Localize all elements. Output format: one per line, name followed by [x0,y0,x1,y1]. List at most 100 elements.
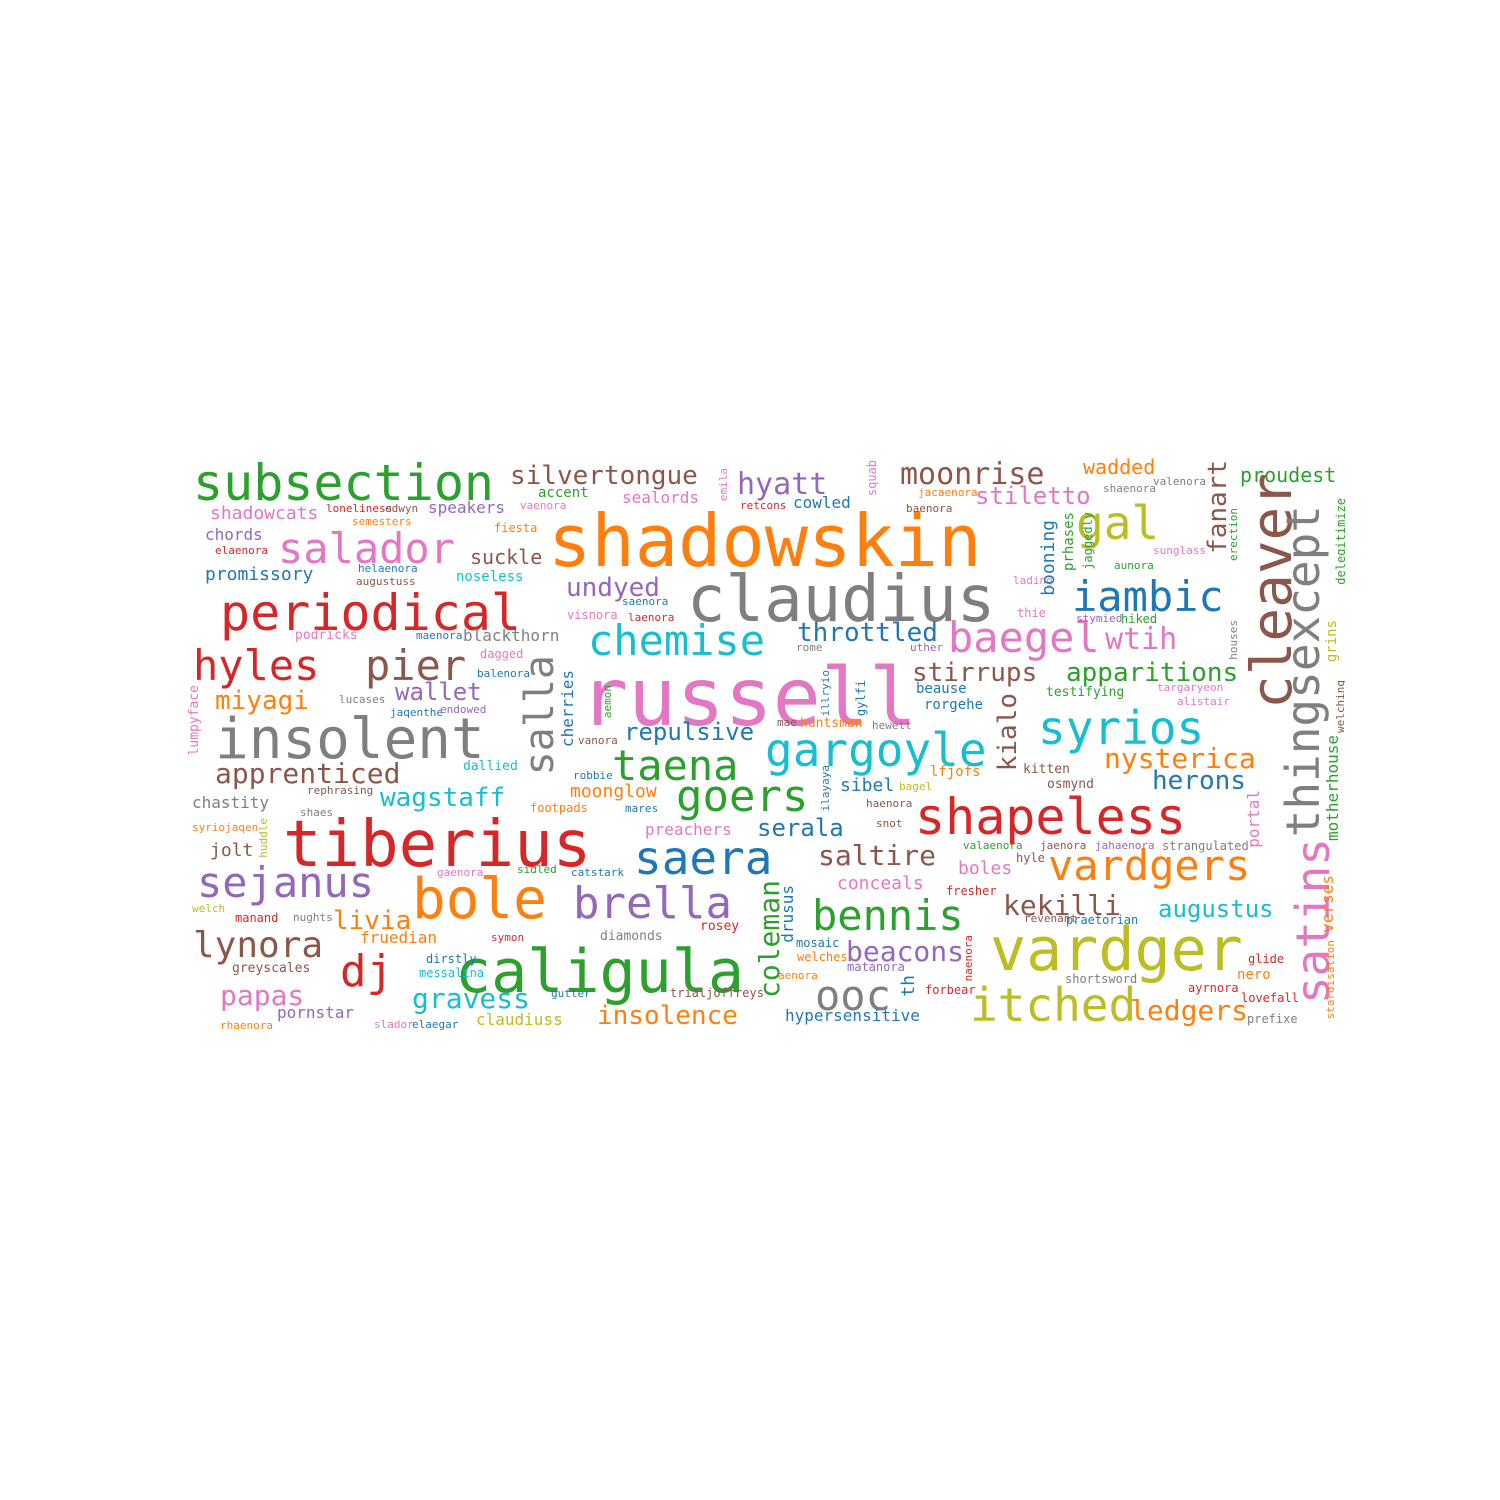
cloud-word: thingsexcept [1276,505,1330,838]
cloud-word: diamonds [600,929,663,944]
cloud-word: livia [333,906,412,936]
cloud-word: shadowcats [210,503,319,524]
cloud-word: dj [340,946,393,997]
cloud-word: welches [797,950,848,964]
cloud-word: periodical [220,584,522,642]
cloud-word: noseless [456,569,524,585]
cloud-word: fiesta [494,521,538,535]
cloud-word: shaenora [1103,482,1156,495]
cloud-word: jaenora [1040,839,1087,852]
cloud-word: syrios [1038,701,1205,755]
cloud-word: gaenora [437,866,484,879]
cloud-word: hypersensitive [785,1006,920,1025]
cloud-word: kekilli [1003,889,1122,922]
cloud-word: insolence [597,1001,738,1031]
cloud-word: loneliness [326,502,393,515]
cloud-word: syriojaqen [192,821,259,834]
cloud-word: laenora [628,611,675,624]
cloud-word: hyles [193,641,320,690]
cloud-word: dagged [480,647,524,661]
cloud-word: mares [625,802,659,815]
cloud-word: houses [1227,620,1240,660]
cloud-word: welch [192,902,226,915]
cloud-word: balenora [477,667,530,680]
cloud-word: saltire [818,839,937,872]
cloud-word: nysterica [1104,742,1256,775]
cloud-word: stiletto [975,482,1091,510]
cloud-word: russell [580,651,918,744]
cloud-word: lfjofs [930,764,981,780]
cloud-word: vanora [578,734,618,747]
cloud-word: undyed [566,573,660,603]
cloud-word: footpads [530,801,588,815]
cloud-word: shapeless [915,788,1186,846]
cloud-word: rephrasing [307,784,374,797]
cloud-word: sunglass [1153,544,1206,557]
cloud-word: matanora [847,960,905,974]
cloud-word: cowled [793,493,851,512]
cloud-word: chords [205,525,263,544]
cloud-word: gylfi [854,680,868,717]
cloud-word: taena [612,741,739,790]
cloud-word: elaenora [215,544,268,557]
cloud-word: testifying [1046,685,1125,700]
cloud-word: manand [235,911,279,925]
cloud-word: conceals [837,873,924,894]
cloud-word: mae [777,716,797,729]
cloud-word: hyle [1016,851,1045,865]
cloud-word: jaggedly [1081,512,1095,570]
cloud-word: herons [1152,766,1246,796]
cloud-word: salla [517,655,563,776]
cloud-word: rorgehe [924,697,984,713]
cloud-word: mosaic [796,936,840,950]
cloud-word: chastity [192,793,270,812]
cloud-word: uther [910,641,944,654]
cloud-word: moonrise [900,457,1045,492]
cloud-word: wadded [1083,455,1156,479]
cloud-word: squab [865,460,879,497]
cloud-word: fresher [946,884,997,898]
cloud-word: shortsword [1065,972,1138,986]
cloud-word: dirstly [426,952,477,966]
cloud-word: gutter [551,987,591,1000]
cloud-word: suckle [470,545,543,569]
cloud-word: visnora [567,608,618,622]
cloud-word: thie [1017,606,1046,620]
cloud-word: alistair [1177,695,1230,708]
cloud-word: drusus [778,885,797,943]
cloud-word: semesters [352,515,412,528]
cloud-word: pornstar [277,1003,355,1022]
cloud-word: retcons [740,499,787,512]
cloud-word: fruedian [360,928,438,947]
cloud-word: hewett [872,719,912,732]
cloud-word: robbie [573,769,613,782]
cloud-word: edwyn [385,502,419,515]
cloud-word: th [898,975,919,997]
cloud-word: bole [412,867,547,932]
cloud-word: bennis [812,891,964,940]
cloud-word: elaegar [412,1018,459,1031]
cloud-word: boles [958,858,1013,879]
cloud-word: slador [374,1018,414,1031]
cloud-word: silvertongue [510,461,698,491]
cloud-word: valaenora [963,839,1023,852]
cloud-word: nughts [293,911,333,924]
cloud-word: beause [916,681,967,697]
cloud-word: dallied [463,759,518,774]
cloud-word: apparitions [1066,658,1239,688]
cloud-word: itched [970,978,1137,1032]
cloud-word: baegel [948,613,1100,662]
cloud-word: valenora [1153,475,1206,488]
cloud-word: papas [220,979,305,1012]
cloud-word: vaenora [520,499,567,512]
cloud-word: ledgers [1130,994,1249,1027]
cloud-word: subsection [193,454,495,512]
cloud-word: vardgers [1048,841,1251,890]
cloud-word: booning [1038,520,1059,596]
cloud-word: saera [634,831,773,885]
cloud-word: sibel [840,775,895,796]
cloud-word: huntsman [800,716,863,731]
cloud-word: forbear [925,983,976,997]
cloud-word: welching [1334,680,1345,733]
cloud-word: gal [1076,496,1160,550]
